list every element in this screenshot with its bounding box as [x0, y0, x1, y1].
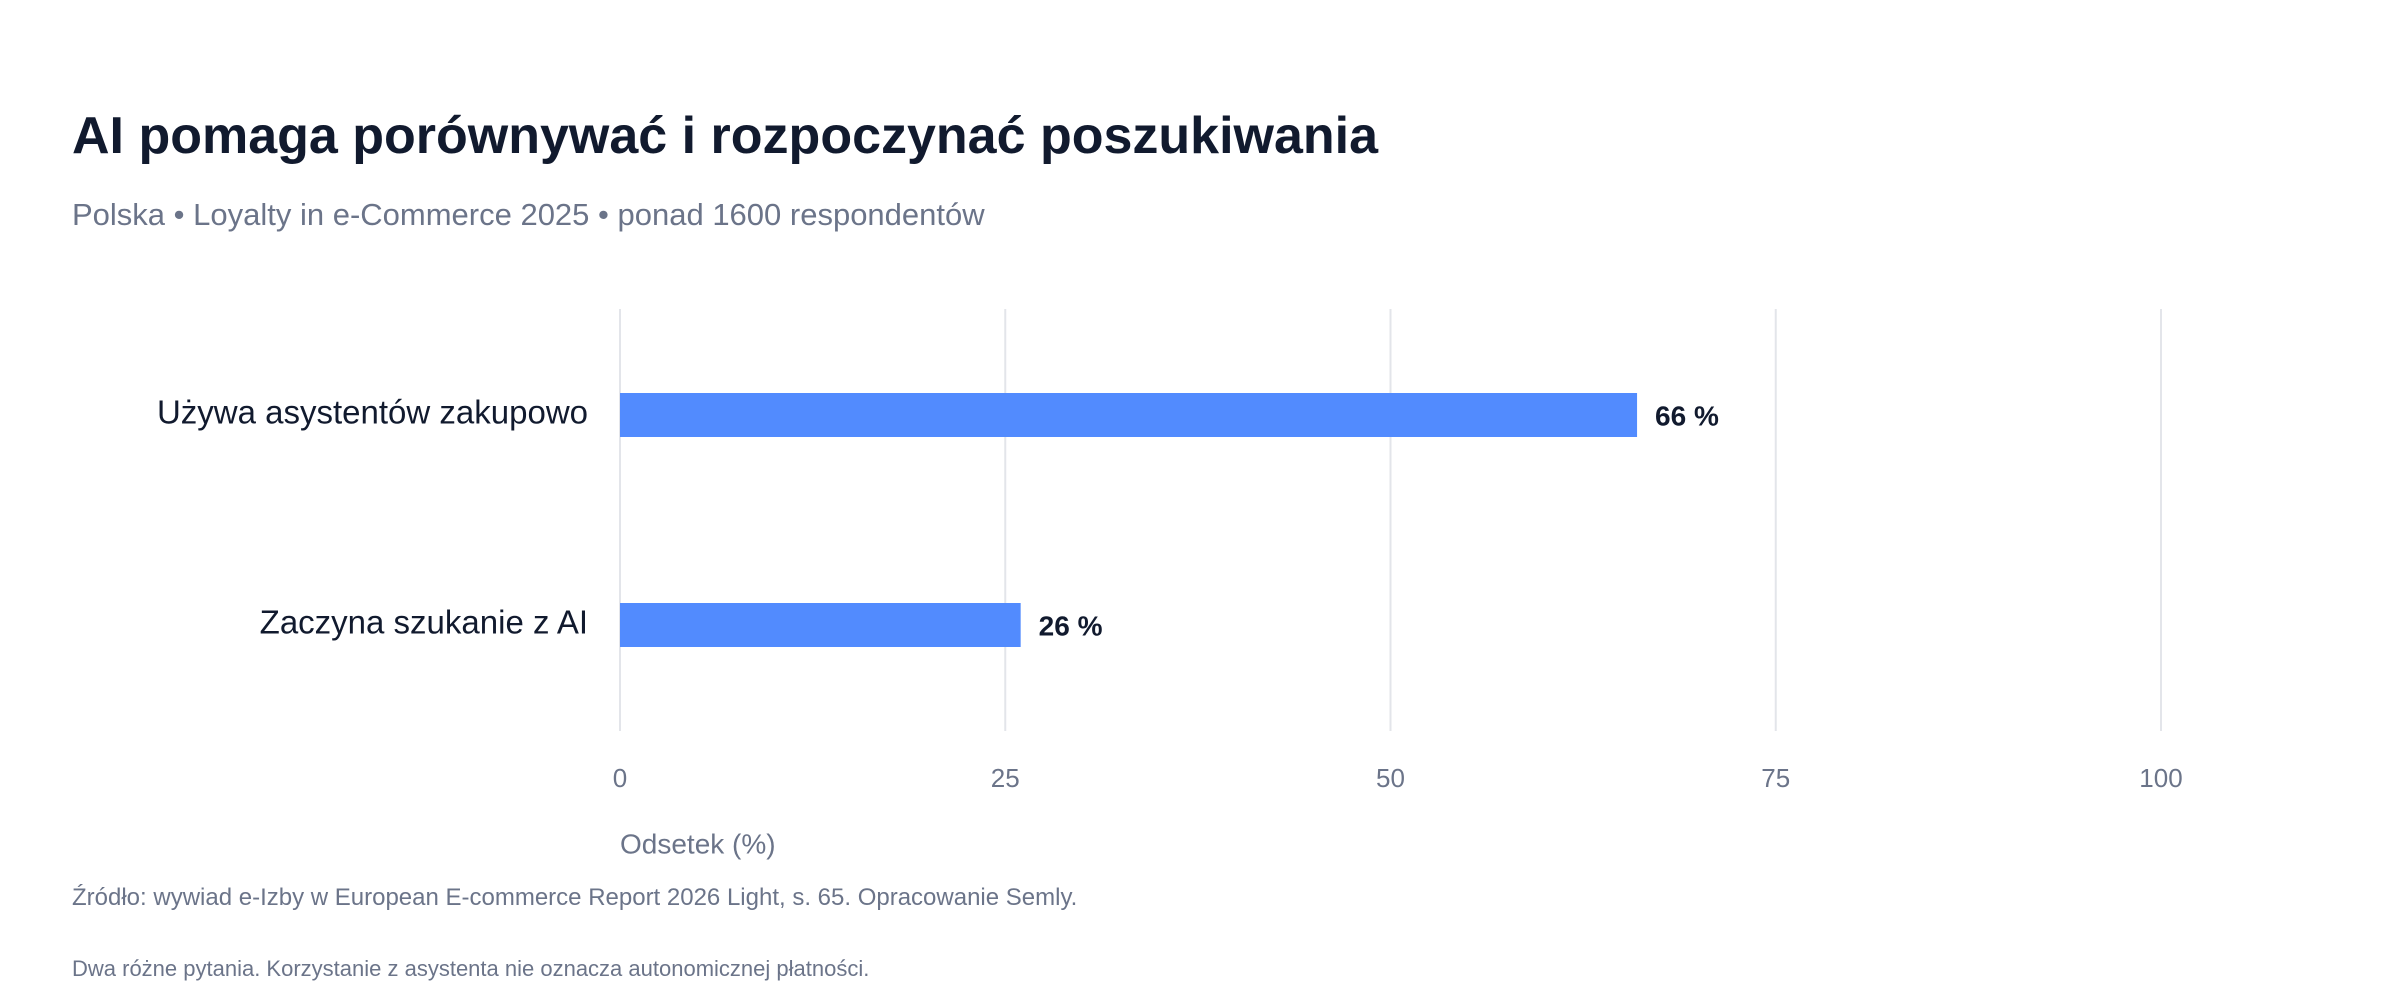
disclaimer-note: Dwa różne pytania. Korzystanie z asysten… [72, 956, 870, 981]
value-label: 26 % [1039, 610, 1103, 641]
bar [620, 393, 1638, 437]
chart-subtitle: Polska • Loyalty in e-Commerce 2025 • po… [72, 197, 985, 232]
category-label: Używa asystentów zakupowo [157, 394, 588, 431]
x-tick-label: 0 [613, 763, 627, 793]
x-tick-label: 50 [1376, 763, 1405, 793]
value-label: 66 % [1655, 400, 1719, 431]
category-label: Zaczyna szukanie z AI [260, 604, 588, 641]
x-axis-title: Odsetek (%) [620, 828, 776, 859]
x-tick-label: 75 [1761, 763, 1790, 793]
chart-title: AI pomaga porównywać i rozpoczynać poszu… [72, 107, 1379, 165]
source-note: Źródło: wywiad e-Izby w European E-comme… [72, 884, 1078, 911]
bar [620, 603, 1021, 647]
x-tick-label: 25 [991, 763, 1020, 793]
x-tick-label: 100 [2139, 763, 2182, 793]
